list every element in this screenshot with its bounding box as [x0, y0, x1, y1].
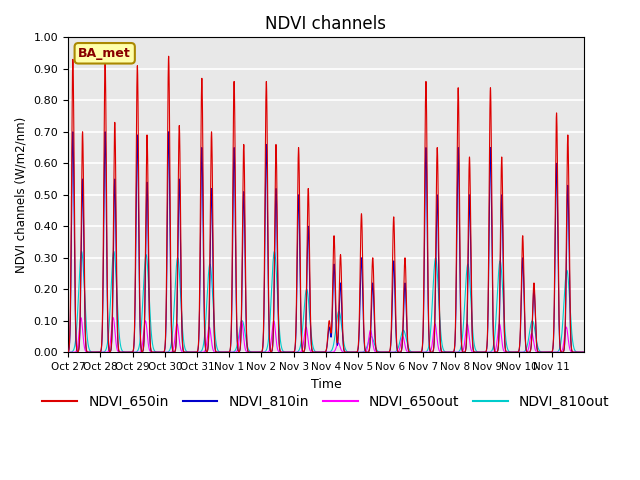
NDVI_810in: [64, 349, 72, 355]
X-axis label: Time: Time: [310, 377, 341, 391]
NDVI_650out: [90, 349, 98, 355]
NDVI_650out: [447, 349, 454, 355]
Y-axis label: NDVI channels (W/m2/nm): NDVI channels (W/m2/nm): [15, 117, 28, 273]
NDVI_810out: [545, 349, 553, 355]
NDVI_650out: [369, 343, 377, 349]
NDVI_650in: [474, 349, 482, 355]
Line: NDVI_650out: NDVI_650out: [68, 318, 584, 352]
NDVI_650in: [369, 265, 377, 271]
Line: NDVI_650in: NDVI_650in: [68, 56, 584, 352]
NDVI_810out: [447, 349, 454, 355]
NDVI_650out: [474, 349, 482, 355]
NDVI_650in: [90, 349, 98, 355]
NDVI_650in: [580, 349, 588, 355]
NDVI_810in: [369, 288, 377, 293]
NDVI_650in: [392, 316, 400, 322]
NDVI_650in: [447, 349, 454, 355]
Line: NDVI_810in: NDVI_810in: [68, 132, 584, 352]
NDVI_650in: [251, 349, 259, 355]
NDVI_810in: [447, 349, 454, 355]
Title: NDVI channels: NDVI channels: [266, 15, 387, 33]
NDVI_810out: [77, 249, 85, 254]
NDVI_810out: [474, 349, 482, 355]
NDVI_810out: [90, 349, 98, 355]
NDVI_810in: [392, 327, 400, 333]
NDVI_650in: [165, 53, 173, 59]
NDVI_650out: [64, 349, 72, 355]
NDVI_810in: [580, 349, 588, 355]
Legend: NDVI_650in, NDVI_810in, NDVI_650out, NDVI_810out: NDVI_650in, NDVI_810in, NDVI_650out, NDV…: [37, 389, 615, 415]
Line: NDVI_810out: NDVI_810out: [68, 252, 584, 352]
NDVI_650out: [580, 349, 588, 355]
NDVI_650out: [392, 349, 400, 355]
Text: BA_met: BA_met: [78, 47, 131, 60]
NDVI_650in: [64, 349, 72, 355]
NDVI_650out: [77, 315, 84, 321]
NDVI_810out: [251, 349, 259, 355]
NDVI_810out: [580, 349, 588, 355]
NDVI_810in: [474, 349, 482, 355]
NDVI_810out: [369, 337, 377, 343]
NDVI_810in: [90, 349, 98, 355]
NDVI_810out: [64, 349, 72, 355]
NDVI_810in: [69, 129, 77, 135]
NDVI_810in: [251, 349, 259, 355]
NDVI_810out: [392, 348, 400, 354]
NDVI_650out: [251, 349, 259, 355]
